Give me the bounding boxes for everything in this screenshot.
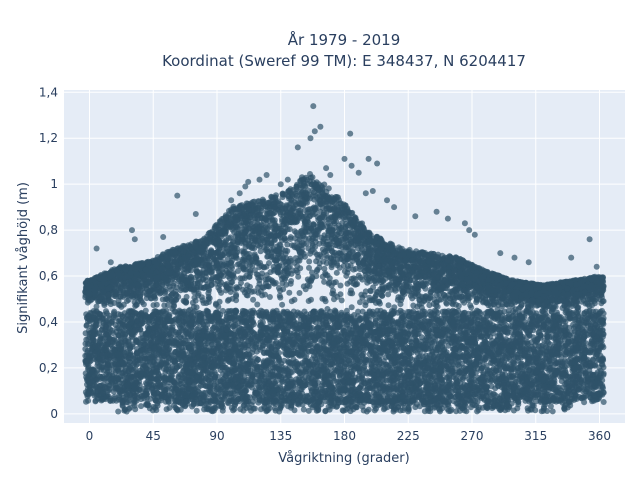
data-point — [503, 322, 510, 328]
data-point — [348, 313, 355, 320]
data-point — [83, 398, 89, 405]
chart-title-line-2: Koordinat (Sweref 99 TM): E 348437, N 62… — [162, 52, 526, 70]
data-point — [195, 384, 202, 391]
chart-title-line-1: År 1979 - 2019 — [288, 30, 401, 49]
data-point — [600, 399, 607, 405]
data-point — [319, 382, 325, 389]
scatter-points — [82, 103, 607, 415]
data-point — [291, 329, 298, 336]
